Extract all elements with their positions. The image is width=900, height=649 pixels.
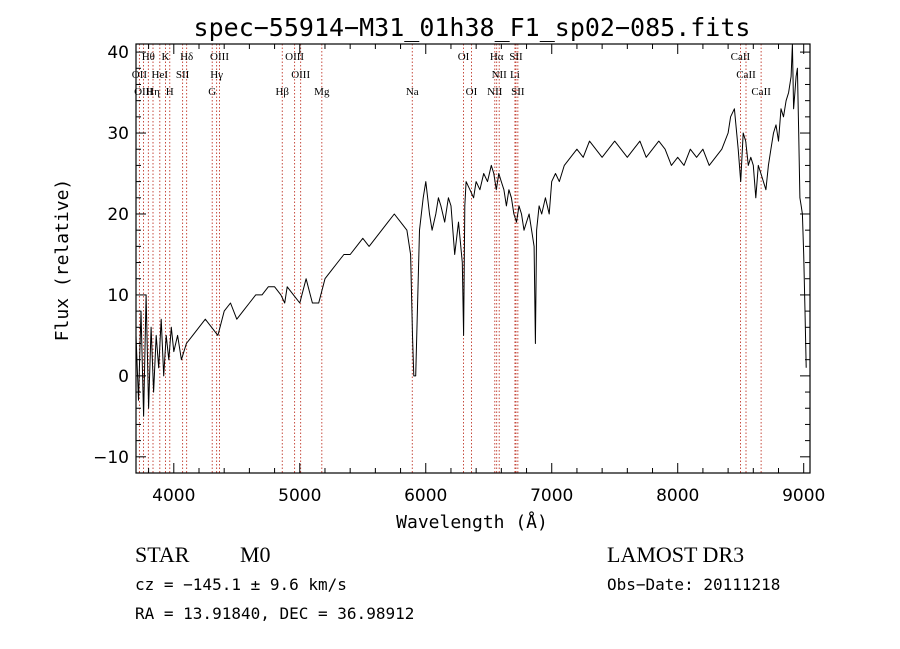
- marker-label-19: H: [166, 86, 174, 98]
- marker-label-5: OI: [458, 51, 470, 63]
- plot-frame: [135, 43, 811, 474]
- axis-ticks: [136, 44, 810, 474]
- marker-label-10: HeI: [152, 69, 169, 81]
- y-tick-label: 30: [107, 124, 129, 144]
- spectral-line-markers: [138, 44, 762, 473]
- x-tick-labels: 4000 5000 6000 7000 8000 9000: [152, 486, 825, 506]
- marker-label-11: SII: [176, 69, 190, 81]
- marker-label-8: CaII: [731, 51, 751, 63]
- y-tick-label: −10: [93, 448, 129, 468]
- marker-label-13: OIII: [291, 69, 310, 81]
- marker-label-23: Na: [406, 86, 419, 98]
- x-tick-label: 8000: [656, 486, 699, 506]
- y-tick-label: 0: [118, 367, 129, 387]
- y-axis-label: Flux (relative): [52, 179, 73, 342]
- redshift-cz: cz = −145.1 ± 9.6 km/s: [135, 575, 347, 594]
- y-tick-label: 40: [107, 43, 129, 63]
- x-tick-label: 9000: [782, 486, 825, 506]
- marker-label-16: CaII: [736, 69, 756, 81]
- x-tick-label: 4000: [152, 486, 195, 506]
- marker-label-0: Hθ: [142, 51, 155, 63]
- marker-label-24: OI: [466, 86, 478, 98]
- x-tick-label: 6000: [404, 486, 447, 506]
- marker-label-15: Li: [510, 69, 520, 81]
- marker-label-18: Hη: [146, 86, 160, 98]
- marker-label-6: Hα: [490, 51, 504, 63]
- marker-label-3: OIII: [210, 51, 229, 63]
- marker-label-21: Hβ: [275, 86, 289, 98]
- marker-label-20: G: [208, 86, 216, 98]
- y-tick-label: 10: [107, 286, 129, 306]
- spectral-subclass: M0: [240, 542, 271, 567]
- flux-series-line: [135, 43, 807, 417]
- spectral-line-labels: Hθ K Hδ OIII OIII OI Hα SII CaII OII HeI SII Hγ OIII N…: [132, 51, 771, 98]
- chart-title: spec−55914−M31_01h38_F1_sp02−085.fits: [194, 13, 751, 42]
- survey-label: LAMOST DR3: [607, 542, 744, 567]
- y-tick-label: 20: [107, 205, 129, 225]
- marker-label-22: Mg: [314, 86, 330, 98]
- marker-label-25: NII: [487, 86, 503, 98]
- y-tick-labels: −10 0 10 20 30 40: [93, 43, 129, 468]
- ra-dec-coordinates: RA = 13.91840, DEC = 36.98912: [135, 604, 414, 623]
- observation-date: Obs−Date: 20111218: [607, 575, 780, 594]
- marker-label-12: Hγ: [210, 69, 223, 81]
- marker-label-7: SII: [509, 51, 523, 63]
- marker-label-26: SII: [511, 86, 525, 98]
- marker-label-14: NII: [492, 69, 508, 81]
- marker-label-17: OIII: [134, 86, 153, 98]
- x-axis-label: Wavelength (Å): [396, 511, 548, 533]
- object-class: STAR: [135, 542, 190, 567]
- marker-label-9: OII: [132, 69, 148, 81]
- marker-label-4: OIII: [285, 51, 304, 63]
- marker-label-27: CaII: [751, 86, 771, 98]
- marker-label-2: Hδ: [180, 51, 193, 63]
- marker-label-1: K: [162, 51, 170, 63]
- x-tick-label: 7000: [530, 486, 573, 506]
- x-tick-label: 5000: [278, 486, 321, 506]
